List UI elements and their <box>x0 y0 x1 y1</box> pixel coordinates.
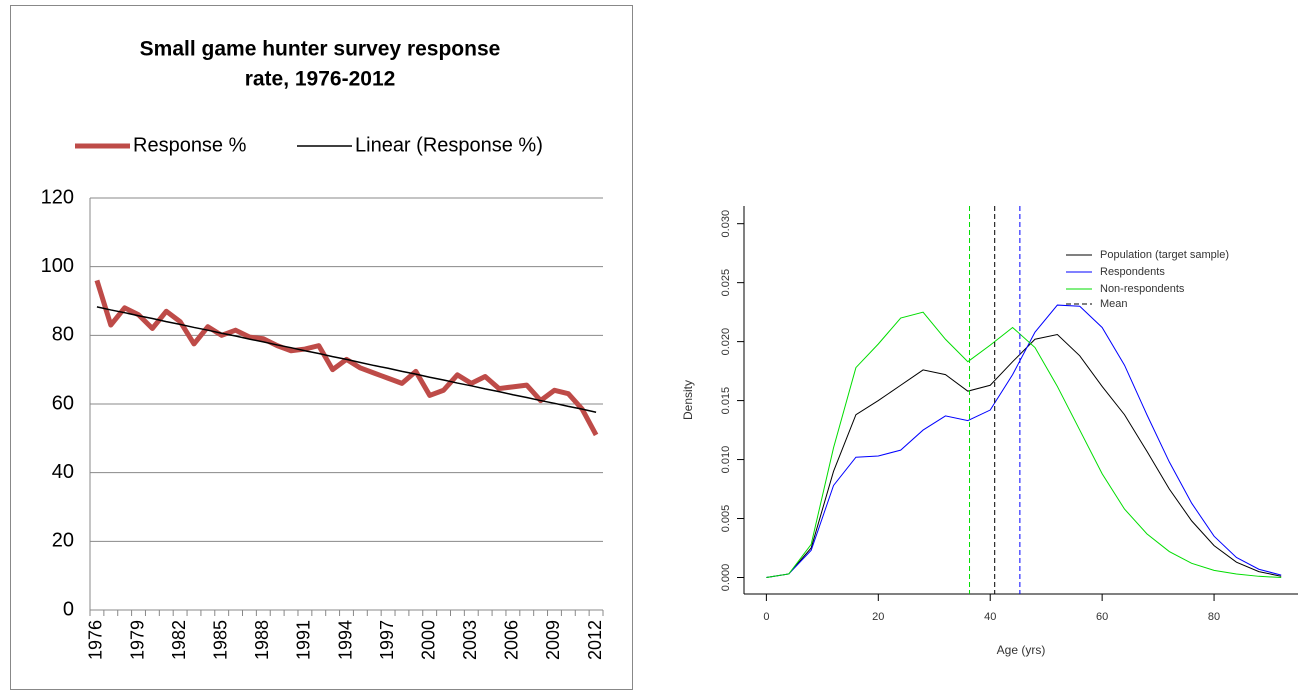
x-tick-label: 1976 <box>86 620 106 660</box>
density-curve <box>766 304 1282 578</box>
x-tick-label: 2003 <box>460 620 480 660</box>
y-axis-title: Density <box>681 380 695 420</box>
x-tick-label: 2000 <box>418 620 438 660</box>
x-tick-label: 0 <box>763 611 769 623</box>
y-tick-label: 100 <box>41 255 74 277</box>
x-tick-label: 1982 <box>169 620 189 660</box>
x-tick-label: 1991 <box>294 620 314 660</box>
x-tick-label: 1979 <box>127 620 147 660</box>
y-tick-label: 60 <box>52 392 74 414</box>
y-tick-label: 0.000 <box>720 564 732 592</box>
legend-label: Response % <box>133 134 247 156</box>
y-tick-label: 0.025 <box>720 269 732 297</box>
y-tick-label: 0.005 <box>720 505 732 533</box>
legend-label: Linear (Response %) <box>355 134 543 156</box>
y-tick-label: 40 <box>52 461 74 483</box>
y-tick-label: 0.020 <box>720 328 732 356</box>
y-tick-label: 0.010 <box>720 446 732 474</box>
x-tick-label: 80 <box>1208 611 1220 623</box>
x-tick-label: 2012 <box>585 620 605 660</box>
legend-label: Respondents <box>1100 266 1165 278</box>
x-tick-label: 2009 <box>543 620 563 660</box>
x-tick-label: 1988 <box>252 620 272 660</box>
x-tick-label: 40 <box>984 611 996 623</box>
x-tick-label: 60 <box>1096 611 1108 623</box>
chart-title: rate, 1976-2012 <box>245 68 396 91</box>
legend-label: Mean <box>1100 298 1128 310</box>
chart-title: Small game hunter survey response <box>140 38 501 61</box>
y-tick-label: 0.030 <box>720 210 732 238</box>
x-axis-title: Age (yrs) <box>997 643 1046 657</box>
y-tick-label: 20 <box>52 530 74 552</box>
x-tick-label: 1985 <box>210 620 230 660</box>
y-tick-label: 120 <box>41 186 74 208</box>
density-curve <box>766 334 1282 578</box>
y-tick-label: 0 <box>63 598 74 620</box>
legend-label: Non-respondents <box>1100 283 1185 295</box>
legend-label: Population (target sample) <box>1100 249 1229 261</box>
density-curve <box>766 311 1282 578</box>
x-tick-label: 1997 <box>377 620 397 660</box>
series-line <box>96 306 597 413</box>
x-tick-label: 20 <box>872 611 884 623</box>
x-tick-label: 1994 <box>335 620 355 660</box>
y-tick-label: 80 <box>52 324 74 346</box>
x-tick-label: 2006 <box>502 620 522 660</box>
y-tick-label: 0.015 <box>720 387 732 415</box>
